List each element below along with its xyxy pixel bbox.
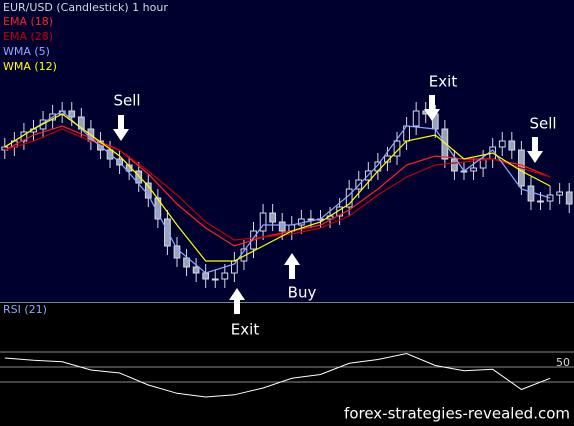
watermark: forex-strategies-revealed.com — [344, 405, 570, 423]
legend: EMA (18) EMA (28) WMA (5) WMA (12) — [3, 15, 57, 73]
indicator-line — [4, 125, 551, 247]
annotation: Exit — [231, 321, 260, 339]
candle-body — [527, 185, 535, 202]
arrow — [527, 137, 543, 163]
annotation: Exit — [429, 73, 458, 91]
legend-entry: WMA (5) — [3, 45, 50, 58]
arrow — [424, 95, 440, 121]
candle-body — [211, 278, 219, 281]
candle-body — [202, 272, 210, 280]
candle-body — [259, 212, 267, 232]
candle-body — [565, 191, 573, 205]
arrow — [113, 115, 129, 141]
price-panel — [0, 0, 574, 302]
indicator-line — [4, 113, 551, 262]
candle-body — [307, 218, 315, 221]
candle-body — [278, 221, 286, 232]
candle-body — [498, 140, 506, 148]
annotation: Sell — [113, 92, 140, 110]
candle-body — [537, 200, 544, 203]
candle-body — [164, 218, 171, 247]
legend-entry: EMA (28) — [3, 30, 53, 43]
chart-title: EUR/USD (Candlestick) 1 hour — [3, 1, 168, 14]
legend-entry: EMA (18) — [3, 15, 53, 28]
candle-body — [269, 212, 277, 223]
candle-body — [412, 110, 420, 127]
candle-body — [192, 266, 200, 274]
candle-body — [508, 140, 516, 151]
candle-body — [183, 257, 190, 268]
candle-body — [384, 155, 391, 163]
rsi-line — [4, 352, 551, 398]
candle-body — [556, 191, 564, 196]
candle-body — [221, 272, 229, 280]
candle-body — [470, 167, 477, 172]
arrow — [229, 288, 245, 314]
candle-body — [125, 164, 133, 172]
annotation: Sell — [529, 115, 556, 133]
annotation: Buy — [288, 284, 317, 302]
rsi-title: RSI (21) — [3, 303, 47, 316]
candle-body — [231, 260, 238, 274]
candle-body — [68, 110, 76, 118]
y-tick-label: 50 — [556, 356, 570, 369]
candle-body — [451, 158, 458, 172]
indicator-line — [4, 110, 551, 274]
plot: 50 — [0, 102, 574, 398]
arrow — [284, 253, 300, 279]
candle-body — [135, 170, 143, 184]
rsi-panel — [0, 303, 574, 426]
legend-entry: WMA (12) — [3, 60, 57, 73]
